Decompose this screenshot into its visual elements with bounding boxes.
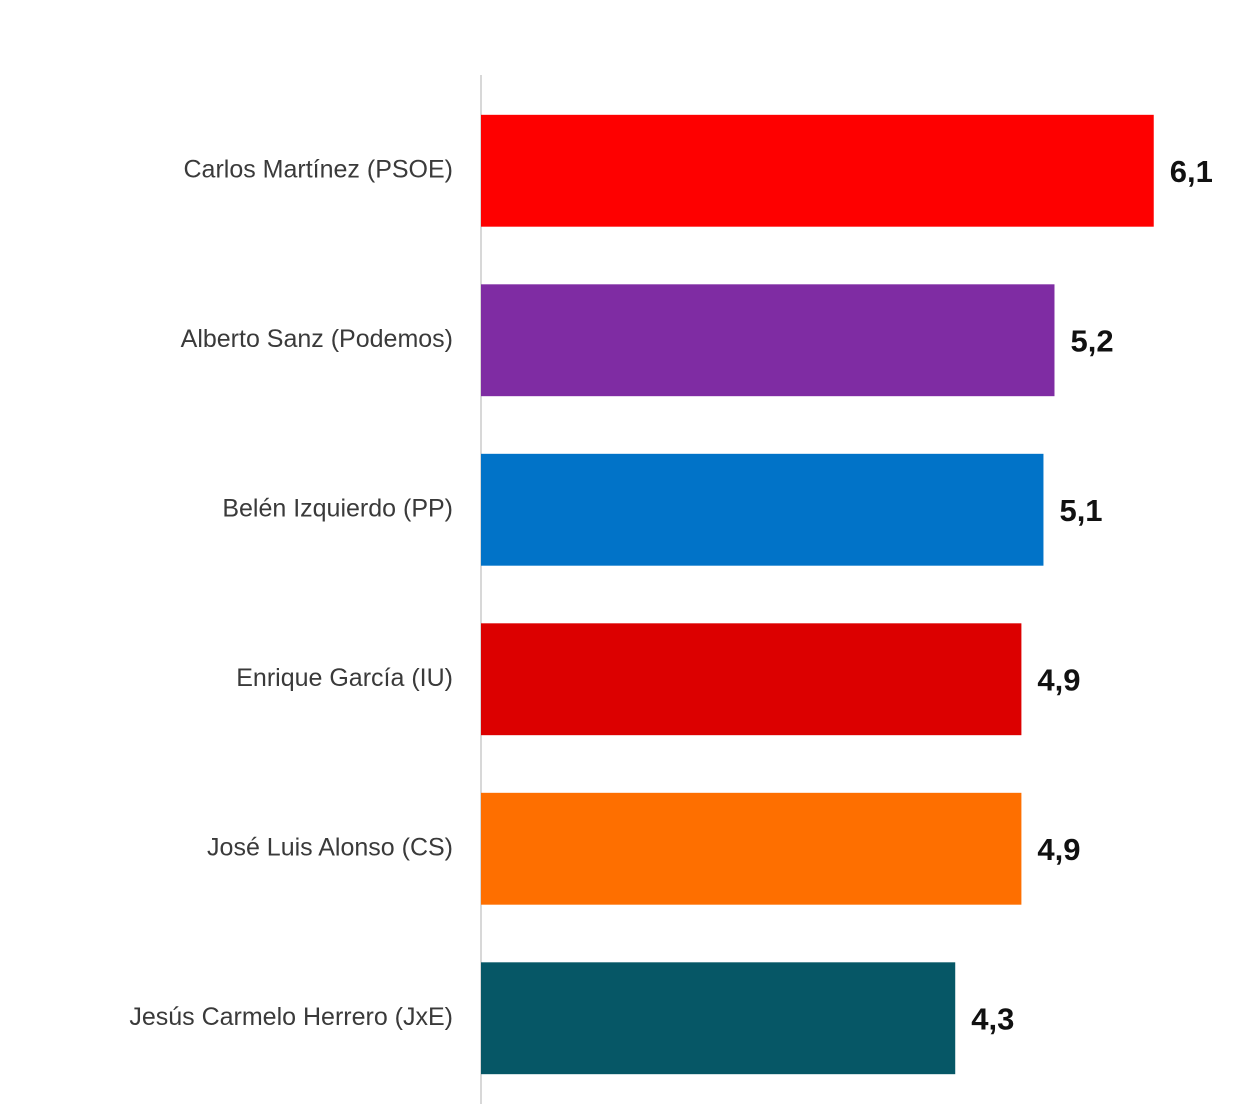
value-label: 4,9: [1037, 832, 1080, 867]
category-label: Carlos Martínez (PSOE): [183, 155, 453, 183]
value-label: 6,1: [1170, 154, 1213, 189]
value-label: 5,1: [1059, 493, 1102, 528]
bar: [481, 792, 1022, 905]
bar: [481, 284, 1055, 397]
value-label: 5,2: [1070, 323, 1113, 358]
category-label: Alberto Sanz (Podemos): [181, 325, 453, 353]
category-label: José Luis Alonso (CS): [207, 833, 453, 861]
category-label: Jesús Carmelo Herrero (JxE): [129, 1003, 453, 1031]
bar: [481, 453, 1044, 566]
category-label: Enrique García (IU): [236, 664, 453, 692]
category-label: Belén Izquierdo (PP): [222, 494, 453, 522]
bar: [481, 114, 1154, 227]
value-label: 4,3: [971, 1001, 1014, 1036]
value-label: 4,9: [1037, 662, 1080, 697]
bar: [481, 623, 1022, 736]
bar: [481, 962, 956, 1075]
